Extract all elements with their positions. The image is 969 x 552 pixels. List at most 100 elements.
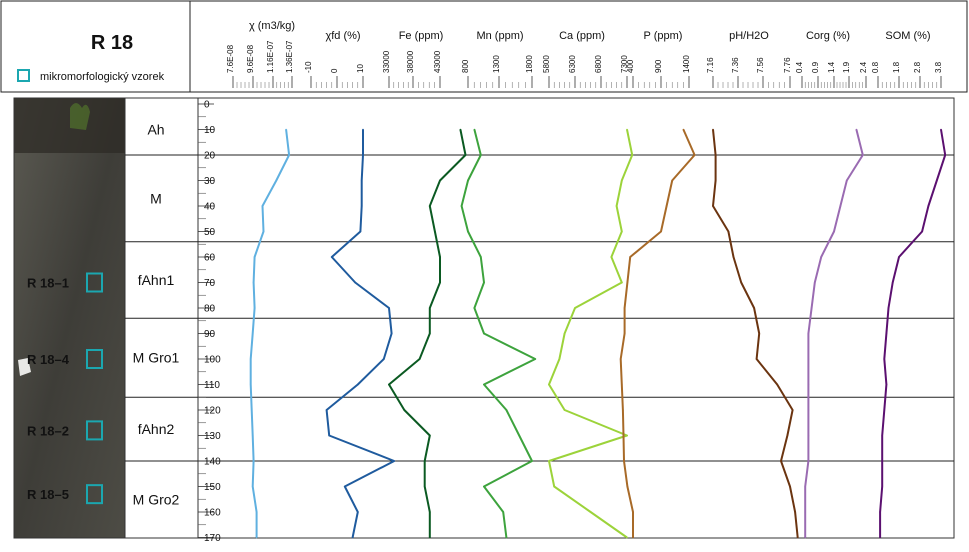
- series-point: [714, 179, 717, 182]
- series-point: [383, 358, 385, 360]
- horizon-boundaries: [125, 154, 954, 462]
- series-point: [354, 281, 357, 284]
- depth-tick-label: 40: [204, 202, 216, 213]
- series-point: [467, 179, 469, 182]
- series-point: [390, 332, 393, 335]
- series-point: [789, 485, 791, 488]
- series-point: [623, 460, 625, 462]
- series-point: [693, 154, 696, 156]
- variable-tick-label: 1800: [525, 55, 534, 73]
- series-point: [810, 307, 813, 309]
- series-point: [780, 460, 782, 462]
- series-point: [563, 409, 566, 411]
- series-point: [621, 383, 623, 386]
- sample-label: R 18–5: [27, 487, 69, 502]
- series-point: [262, 230, 265, 233]
- series-point: [548, 460, 550, 462]
- series-point: [807, 460, 810, 462]
- variable-tick-label: -10: [304, 61, 313, 73]
- series-point: [344, 485, 346, 488]
- series-point: [360, 179, 363, 182]
- series-point: [776, 383, 778, 386]
- series-point: [623, 332, 626, 335]
- series-point: [480, 256, 482, 258]
- series-point: [883, 358, 886, 360]
- series-point: [483, 332, 485, 335]
- series-point: [483, 485, 485, 488]
- series-lines: [249, 128, 947, 539]
- horizon-label: fAhn2: [138, 421, 175, 437]
- series-point: [553, 485, 555, 488]
- depth-tick-label: 140: [204, 457, 221, 468]
- series-point: [467, 230, 469, 233]
- series-point: [621, 179, 623, 182]
- series-point: [388, 307, 390, 309]
- series-point: [921, 230, 923, 233]
- series-point: [807, 434, 810, 437]
- variable-tick-label: 6300: [568, 55, 577, 73]
- series-point: [631, 154, 633, 156]
- series-point: [351, 536, 354, 539]
- variable-tick-label: 400: [626, 59, 635, 73]
- series-point: [531, 460, 533, 462]
- series-point: [285, 128, 287, 131]
- series-point: [403, 409, 406, 411]
- series-point: [712, 205, 714, 207]
- depth-tick-label: 160: [204, 508, 221, 519]
- series-point: [623, 307, 626, 309]
- sample-label: R 18–2: [27, 423, 69, 438]
- series-point: [936, 179, 938, 182]
- series-point: [885, 332, 888, 335]
- sample-markers: R 18–1 R 18–4 R 18–2 R 18–5: [27, 272, 103, 505]
- series-point: [940, 128, 942, 131]
- variable-tick-label: 2.8: [913, 61, 922, 73]
- variable-tick-label: 7300: [620, 55, 629, 73]
- variable-header: P (ppm): [644, 30, 683, 42]
- series-point: [807, 409, 810, 411]
- series-point: [622, 434, 625, 437]
- series-line: [249, 129, 291, 538]
- series-point: [429, 307, 431, 309]
- series-point: [331, 256, 333, 258]
- horizon-label: M Gro1: [133, 350, 180, 366]
- series-point: [518, 434, 520, 437]
- variable-tick-label: 900: [654, 59, 663, 73]
- variable-tick-label: 7.56: [756, 57, 765, 73]
- series-point: [804, 511, 806, 513]
- series-point: [794, 511, 796, 513]
- series-line: [712, 129, 799, 538]
- variable-tick-label: 5800: [542, 55, 551, 73]
- series-point: [548, 383, 550, 386]
- series-point: [255, 511, 258, 513]
- series-point: [615, 205, 618, 207]
- sample-label: R 18–1: [27, 276, 69, 291]
- series-point: [464, 154, 467, 156]
- depth-tick-label: 150: [204, 482, 221, 493]
- series-point: [839, 205, 842, 207]
- series-point: [483, 281, 485, 284]
- series-point: [275, 179, 278, 182]
- legend-sample-swatch: [17, 69, 30, 82]
- series-point: [753, 307, 755, 309]
- series-point: [755, 358, 758, 360]
- series-point: [727, 230, 730, 233]
- variable-header: Fe (ppm): [399, 30, 444, 42]
- series-point: [480, 154, 482, 156]
- sample-marker-box: [86, 272, 103, 293]
- series-point: [814, 281, 816, 284]
- series-point: [483, 383, 485, 386]
- variable-tick-label: 6800: [594, 55, 603, 73]
- series-point: [589, 511, 592, 513]
- series-point: [796, 536, 799, 539]
- series-point: [359, 230, 362, 233]
- variable-tick-label: 0.4: [795, 61, 804, 73]
- depth-tick-label: 0: [204, 100, 210, 111]
- series-point: [879, 536, 881, 539]
- series-point: [251, 332, 254, 335]
- variable-tick-label: 1.16E-07: [266, 40, 275, 73]
- sample-marker-box: [86, 349, 103, 369]
- variable-header: Mn (ppm): [476, 30, 523, 42]
- series-point: [626, 536, 628, 539]
- series-point: [881, 485, 883, 488]
